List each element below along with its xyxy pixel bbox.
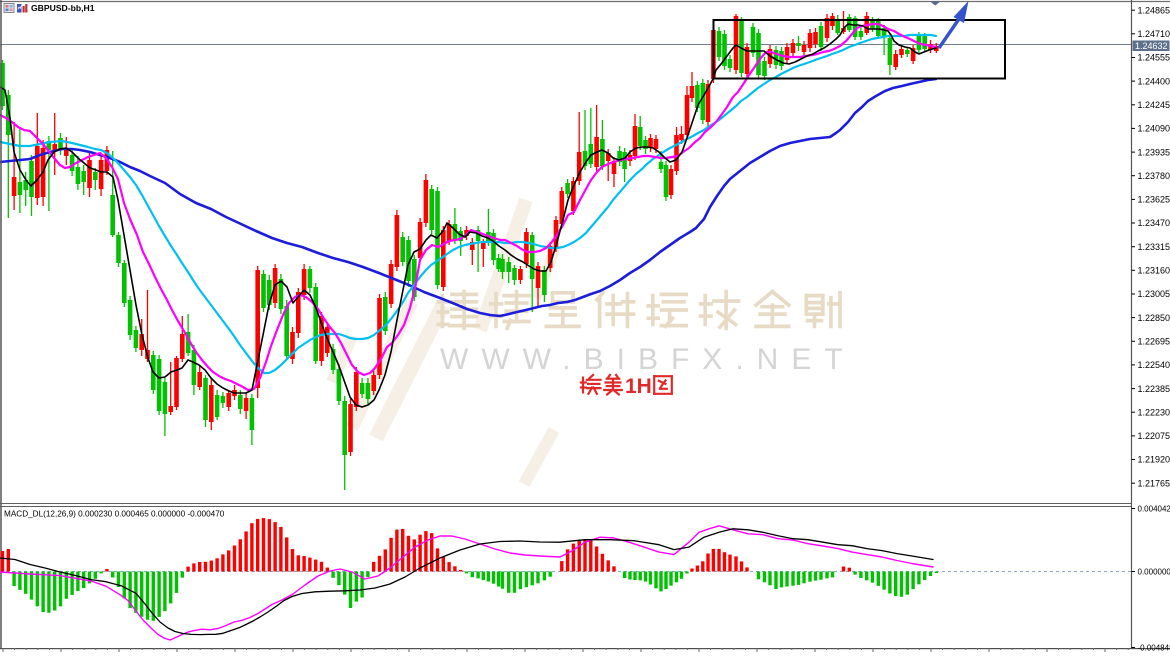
svg-text:1.23625: 1.23625 [1138,195,1170,205]
svg-text:1H: 1H [625,375,652,398]
svg-text:1.22850: 1.22850 [1138,313,1170,323]
svg-text:0.004042: 0.004042 [1138,505,1170,514]
svg-text:1.21765: 1.21765 [1138,478,1170,488]
svg-text:1.22385: 1.22385 [1138,384,1170,394]
svg-text:1.24710: 1.24710 [1138,29,1170,39]
svg-text:1.24090: 1.24090 [1138,124,1170,134]
svg-text:1.21920: 1.21920 [1138,455,1170,465]
svg-text:1.22540: 1.22540 [1138,360,1170,370]
svg-text:1.22695: 1.22695 [1138,337,1170,347]
svg-text:0.000000: 0.000000 [1138,568,1170,577]
svg-text:1.24632: 1.24632 [1135,41,1168,51]
svg-text:GBPUSD-bb,H1: GBPUSD-bb,H1 [31,3,95,13]
svg-text:1.24400: 1.24400 [1138,76,1170,86]
svg-text:1.22075: 1.22075 [1138,431,1170,441]
svg-text:1.23780: 1.23780 [1138,171,1170,181]
svg-text:1.22230: 1.22230 [1138,407,1170,417]
svg-text:WWW.BIBFX.NET: WWW.BIBFX.NET [440,343,856,376]
svg-text:1.23470: 1.23470 [1138,218,1170,228]
svg-text:1.23935: 1.23935 [1138,147,1170,157]
svg-text:1.24245: 1.24245 [1138,100,1170,110]
svg-text:1.23315: 1.23315 [1138,242,1170,252]
svg-text:1.24555: 1.24555 [1138,53,1170,63]
svg-text:MACD_DL(12,26,9) 0.000230 0.00: MACD_DL(12,26,9) 0.000230 0.000465 0.000… [4,510,225,519]
svg-text:-0.004848: -0.004848 [1138,644,1170,653]
svg-text:1.23005: 1.23005 [1138,289,1170,299]
svg-text:1.23160: 1.23160 [1138,266,1170,276]
svg-text:1.24865: 1.24865 [1138,5,1170,15]
